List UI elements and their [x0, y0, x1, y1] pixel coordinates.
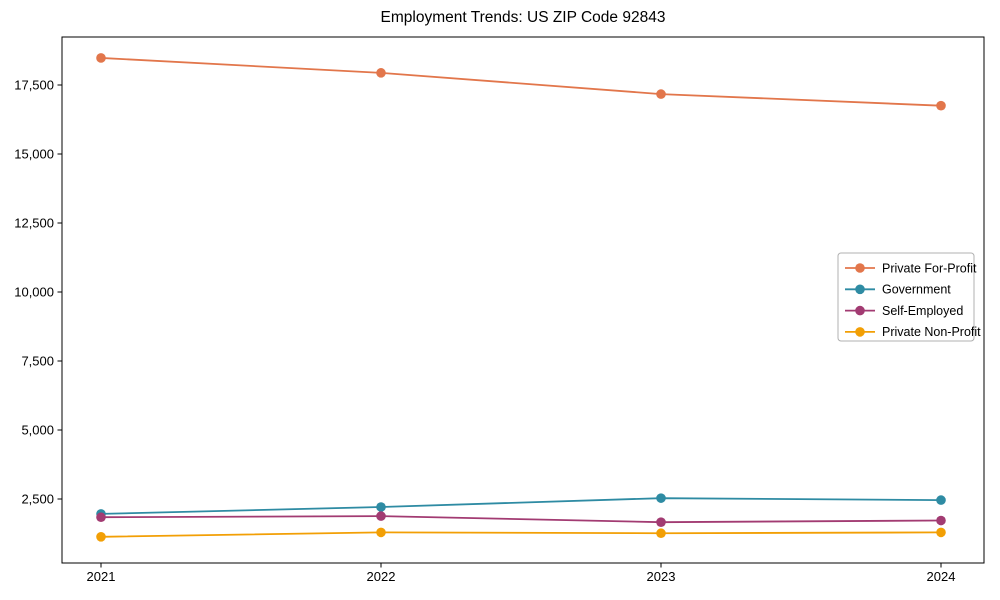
y-tick-label: 2,500 [21, 491, 54, 506]
series-line-government [100, 497, 942, 515]
legend-marker [855, 263, 865, 273]
x-tick-label: 2021 [87, 569, 116, 584]
y-tick-label: 5,000 [21, 422, 54, 437]
series-line-self-employed [100, 515, 942, 524]
legend-label: Private For-Profit [882, 261, 977, 275]
data-point [96, 512, 106, 523]
legend-label: Private Non-Profit [882, 325, 981, 339]
legend-box [837, 252, 975, 342]
y-tick-label: 12,500 [14, 215, 54, 230]
data-point [936, 527, 946, 538]
data-point [656, 528, 666, 539]
chart-title: Employment Trends: US ZIP Code 92843 [380, 9, 666, 26]
data-point [656, 493, 666, 503]
y-tick-label: 17,500 [14, 77, 54, 92]
data-point [936, 495, 946, 505]
data-point [936, 515, 946, 526]
data-point [96, 532, 106, 542]
data-point [376, 527, 386, 538]
data-point [376, 68, 386, 78]
plot-border [61, 36, 985, 564]
data-point [376, 502, 386, 512]
data-point [656, 89, 666, 99]
legend-marker [855, 327, 865, 337]
series-line-private-non-profit [100, 531, 942, 538]
legend-marker [855, 284, 865, 295]
legend-label: Government [882, 283, 951, 297]
data-point [656, 517, 666, 527]
y-tick-label: 15,000 [14, 146, 54, 161]
series-line-private-for-profit [100, 57, 942, 107]
data-point [376, 511, 386, 521]
legend-marker [855, 305, 865, 316]
y-tick-label: 10,000 [14, 284, 54, 299]
x-tick-label: 2023 [647, 569, 676, 584]
legend-label: Self-Employed [882, 304, 963, 318]
x-tick-label: 2024 [927, 569, 956, 584]
data-point [936, 100, 946, 111]
x-tick-label: 2022 [367, 569, 396, 584]
data-point [96, 53, 106, 63]
y-tick-label: 7,500 [21, 353, 54, 368]
